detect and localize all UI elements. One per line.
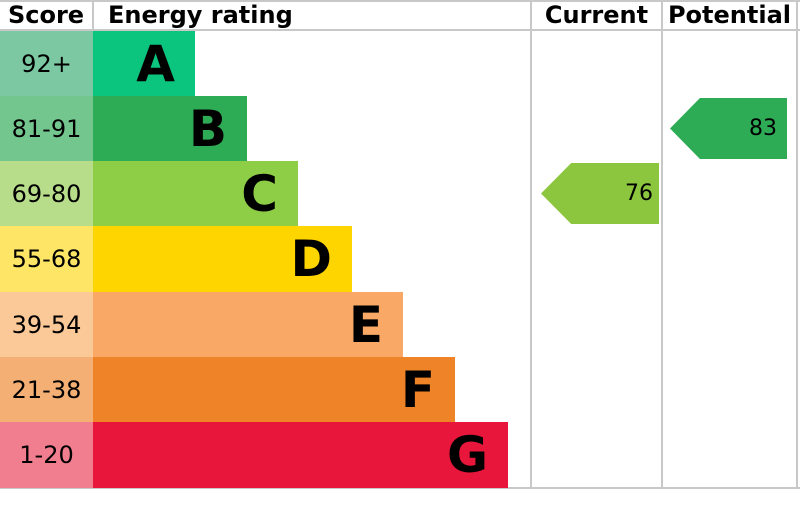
band-row-g: 1-20 G <box>0 422 800 488</box>
table-border-top <box>0 0 800 2</box>
current-column-header: Current <box>544 1 649 29</box>
score-column-header: Score <box>7 1 85 29</box>
current-rating-value: 76 <box>625 181 653 206</box>
band-bar-c: C <box>93 161 298 226</box>
energy-rating-column-header: Energy rating <box>108 1 293 29</box>
band-row-b: 81-91 B <box>0 96 800 161</box>
header-bottom-border <box>0 29 800 31</box>
current-column-divider <box>530 0 532 489</box>
band-bar-b: B <box>93 96 247 161</box>
band-bar-g: G <box>93 422 508 488</box>
table-border-bottom <box>0 487 800 489</box>
score-range-e: 39-54 <box>0 292 93 357</box>
score-range-c: 69-80 <box>0 161 93 226</box>
potential-rating-value: 83 <box>749 116 777 141</box>
band-row-c: 69-80 C <box>0 161 800 226</box>
band-row-e: 39-54 E <box>0 292 800 357</box>
band-bar-a: A <box>93 31 195 96</box>
band-row-d: 55-68 D <box>0 226 800 292</box>
potential-column-header: Potential <box>667 1 792 29</box>
score-range-b: 81-91 <box>0 96 93 161</box>
band-row-f: 21-38 F <box>0 357 800 422</box>
table-border-right <box>796 0 798 489</box>
band-bar-f: F <box>93 357 455 422</box>
band-bar-e: E <box>93 292 403 357</box>
score-range-g: 1-20 <box>0 422 93 488</box>
band-row-a: 92+ A <box>0 31 800 96</box>
band-bar-d: D <box>93 226 352 292</box>
score-range-d: 55-68 <box>0 226 93 292</box>
score-range-f: 21-38 <box>0 357 93 422</box>
potential-column-divider <box>661 0 663 489</box>
score-column-divider <box>92 0 94 31</box>
score-range-a: 92+ <box>0 31 93 96</box>
